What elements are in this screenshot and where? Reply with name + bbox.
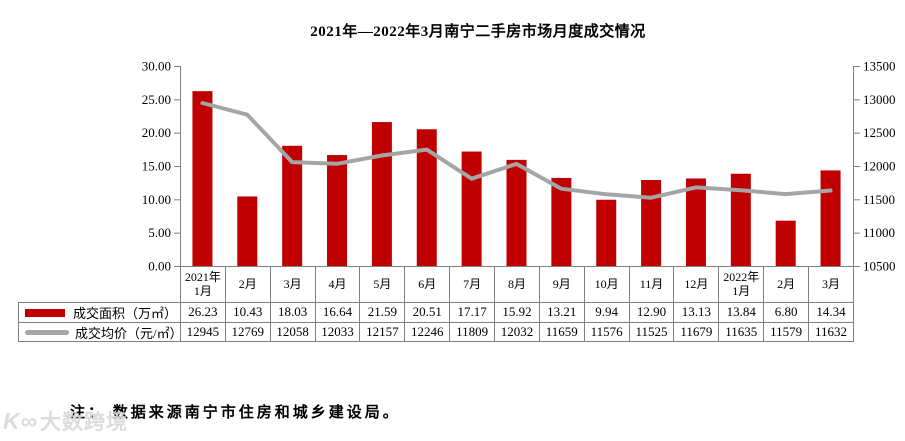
area-value-cell: 6.80 xyxy=(764,303,810,322)
left-axis-label: 10.00 xyxy=(142,192,171,207)
watermark-logo-icon: K∞ xyxy=(3,408,39,434)
area-value-cell: 21.59 xyxy=(360,303,406,322)
legend-item-area: 成交面积（万㎡） xyxy=(19,303,181,322)
right-axis-label: 12000 xyxy=(863,159,896,174)
category-cell: 3月 xyxy=(821,276,840,291)
price-value-cell: 12033 xyxy=(316,323,361,341)
price-value-cell: 11576 xyxy=(585,323,630,341)
right-axis-label: 13000 xyxy=(863,92,896,107)
chart-title: 2021年—2022年3月南宁二手房市场月度成交情况 xyxy=(310,24,646,40)
area-value-cell: 13.21 xyxy=(540,303,585,322)
category-cell: 9月 xyxy=(540,267,585,302)
category-cell: 2022年1月 xyxy=(719,267,765,302)
bar-legend-swatch-icon xyxy=(25,308,65,317)
price-value-cell: 11679 xyxy=(674,323,720,341)
price-value-cell: 11525 xyxy=(630,323,675,341)
bar xyxy=(461,151,482,266)
bar xyxy=(327,155,348,266)
category-cell: 2021年1月 xyxy=(181,267,226,302)
area-value-cell: 10.43 xyxy=(226,303,271,322)
right-axis-label: 11500 xyxy=(863,192,895,207)
price-value-cell: 11635 xyxy=(719,323,765,341)
price-value-cell: 12058 xyxy=(271,323,316,341)
price-value-cell: 11579 xyxy=(764,323,810,341)
right-axis-label: 11000 xyxy=(863,225,895,240)
area-value-cell: 12.90 xyxy=(630,303,675,322)
price-line xyxy=(200,101,833,200)
chart-plot-area: 0.00 5.00 10.00 15.00 20.00 25.00 30.00 10500 11… xyxy=(142,59,896,274)
left-axis-label: 0.00 xyxy=(148,259,171,274)
area-value-cell: 13.84 xyxy=(719,303,765,322)
left-axis-label: 20.00 xyxy=(142,125,171,140)
category-cell: 4月 xyxy=(316,267,361,302)
right-axis-label: 13500 xyxy=(863,59,896,74)
price-series-row: 成交均价（元/㎡） 12945 12769 12058 12033 12157 12246… xyxy=(18,322,854,342)
category-cell: 11月 xyxy=(630,267,675,302)
watermark-text: 大数跨境 xyxy=(40,411,129,434)
area-value-cell: 26.23 xyxy=(181,303,226,322)
price-value-cell: 12945 xyxy=(181,323,226,341)
left-axis-label: 25.00 xyxy=(142,92,171,107)
bar xyxy=(371,122,392,266)
area-value-cell: 17.17 xyxy=(450,303,496,322)
area-value-cell: 14.34 xyxy=(816,304,846,320)
bar xyxy=(685,178,706,266)
bar xyxy=(730,173,751,266)
bar xyxy=(551,177,572,266)
line-legend-swatch-icon xyxy=(25,329,69,335)
price-value-cell: 11659 xyxy=(540,323,585,341)
area-value-cell: 20.51 xyxy=(405,303,451,322)
category-cell: 6月 xyxy=(405,267,451,302)
legend-label-area: 成交面积（万㎡） xyxy=(73,306,178,321)
category-cell: 8月 xyxy=(495,267,540,302)
area-value-cell: 16.64 xyxy=(316,303,361,322)
area-series-row: 成交面积（万㎡） 26.23 10.43 18.03 16.64 21.59 20.51 1… xyxy=(18,302,854,322)
price-value-cell: 12769 xyxy=(226,323,271,341)
bar xyxy=(506,159,527,266)
bar xyxy=(282,145,303,266)
bar xyxy=(596,199,617,266)
left-axis-label: 5.00 xyxy=(148,225,171,240)
price-value-cell: 11632 xyxy=(814,323,847,339)
watermark: K∞大数跨境 xyxy=(3,406,128,436)
left-axis-label: 15.00 xyxy=(142,159,171,174)
left-axis-label: 30.00 xyxy=(142,59,171,74)
right-axis-label: 12500 xyxy=(863,125,896,140)
price-value-cell: 12246 xyxy=(405,323,451,341)
legend-label-price: 成交均价（元/㎡） xyxy=(75,325,183,341)
bar xyxy=(820,170,841,266)
bar xyxy=(237,196,258,266)
area-value-cell: 9.94 xyxy=(585,303,630,322)
category-cell: 2月 xyxy=(764,267,810,302)
source-note: 注： 数据来源南宁市住房和城乡建设局。 xyxy=(70,405,401,421)
bar xyxy=(641,180,662,266)
category-cell: 7月 xyxy=(450,267,496,302)
bar xyxy=(775,220,796,266)
right-axis-label: 10500 xyxy=(863,259,896,274)
area-value-cell: 15.92 xyxy=(495,303,540,322)
category-cell: 12月 xyxy=(674,267,720,302)
bar xyxy=(416,129,437,266)
legend-item-price: 成交均价（元/㎡） xyxy=(19,323,183,341)
price-value-cell: 11809 xyxy=(450,323,496,341)
price-value-cell: 12032 xyxy=(495,323,540,341)
category-header-row: 2021年1月 2月 3月 4月 5月 6月 7月 8月 9月 10月 11月 12月 2022年1月 2… xyxy=(180,266,854,302)
price-value-cell: 12157 xyxy=(360,323,406,341)
category-cell: 10月 xyxy=(585,267,630,302)
bar xyxy=(192,91,213,266)
category-cell: 2月 xyxy=(226,267,271,302)
category-cell: 5月 xyxy=(360,267,406,302)
area-value-cell: 13.13 xyxy=(674,303,720,322)
category-cell: 3月 xyxy=(271,267,316,302)
area-value-cell: 18.03 xyxy=(271,303,316,322)
